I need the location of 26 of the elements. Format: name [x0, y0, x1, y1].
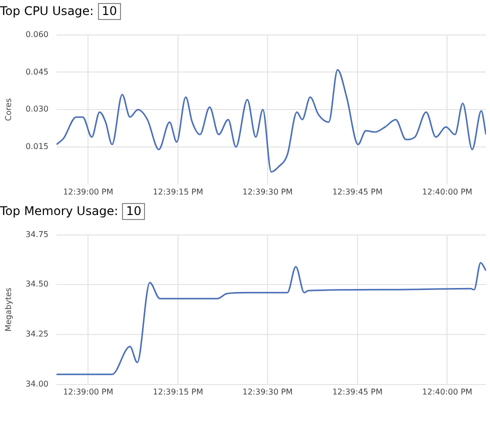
number-field: 10 [98, 2, 121, 20]
x-tick-label: 12:39:30 PM [242, 387, 293, 396]
x-tick-label: 12:39:00 PM [63, 387, 114, 396]
y-tick-label: 34.75 [26, 230, 48, 239]
chart-title: Top CPU Usage: [0, 4, 94, 18]
x-tick-label: 12:39:15 PM [152, 187, 204, 196]
x-tick-label: 12:39:45 PM [332, 187, 383, 196]
y-axis-title: Megabytes [4, 288, 13, 332]
line-series [56, 262, 486, 376]
y-tick-label: 34.00 [26, 379, 48, 388]
y-tick-label: 0.060 [26, 30, 48, 39]
x-tick-label: 12:40:00 PM [422, 187, 472, 196]
y-tick-label: 34.50 [26, 280, 48, 289]
x-tick-label: 12:39:15 PM [152, 387, 204, 396]
x-tick-label: 12:40:00 PM [422, 387, 472, 396]
number-field: 10 [122, 202, 146, 220]
y-tick-label: 0.015 [26, 142, 48, 152]
x-tick-label: 12:39:00 PM [63, 187, 114, 196]
y-tick-label: 34.25 [26, 330, 48, 339]
line-series [56, 68, 486, 173]
x-tick-label: 12:39:30 PM [242, 187, 293, 196]
x-tick-label: 12:39:45 PM [332, 387, 383, 396]
y-axis-title: Cores [4, 98, 13, 121]
chart-title: Top Memory Usage: [0, 204, 118, 218]
y-tick-label: 0.045 [26, 67, 48, 76]
y-tick-label: 0.030 [26, 104, 48, 114]
